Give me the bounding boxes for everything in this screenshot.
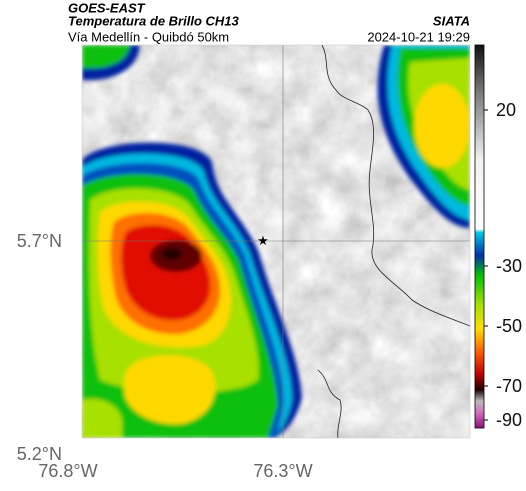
route: Vía Medellín - Quibdó 50km [68,29,229,44]
location-marker: ★ [257,233,269,248]
subtitle: Temperatura de Brillo CH13 [68,13,240,28]
x-tick-label: 76.3°W [253,461,312,481]
colorbar-ticks: 20 -30 -50 -70 -90 [484,100,522,430]
boundaries [317,45,470,438]
map-image: ★ [82,45,470,438]
x-tick-label: 76.8°W [38,461,97,481]
y-tick-label: 5.7°N [17,231,62,251]
colorbar-label: -70 [496,376,522,396]
colorbar-label: -30 [496,256,522,276]
colorbar-label: -50 [496,316,522,336]
convective-cells [82,45,470,438]
colorbar [474,44,485,429]
source: SIATA [433,13,470,28]
colorbar-label: 20 [496,100,516,120]
y-tick-label: 5.2°N [17,444,62,464]
colorbar-label: -90 [496,410,522,430]
map-frame [81,44,471,439]
title: GOES-EAST [68,0,146,15]
timestamp: 2024-10-21 19:29 [367,29,470,44]
